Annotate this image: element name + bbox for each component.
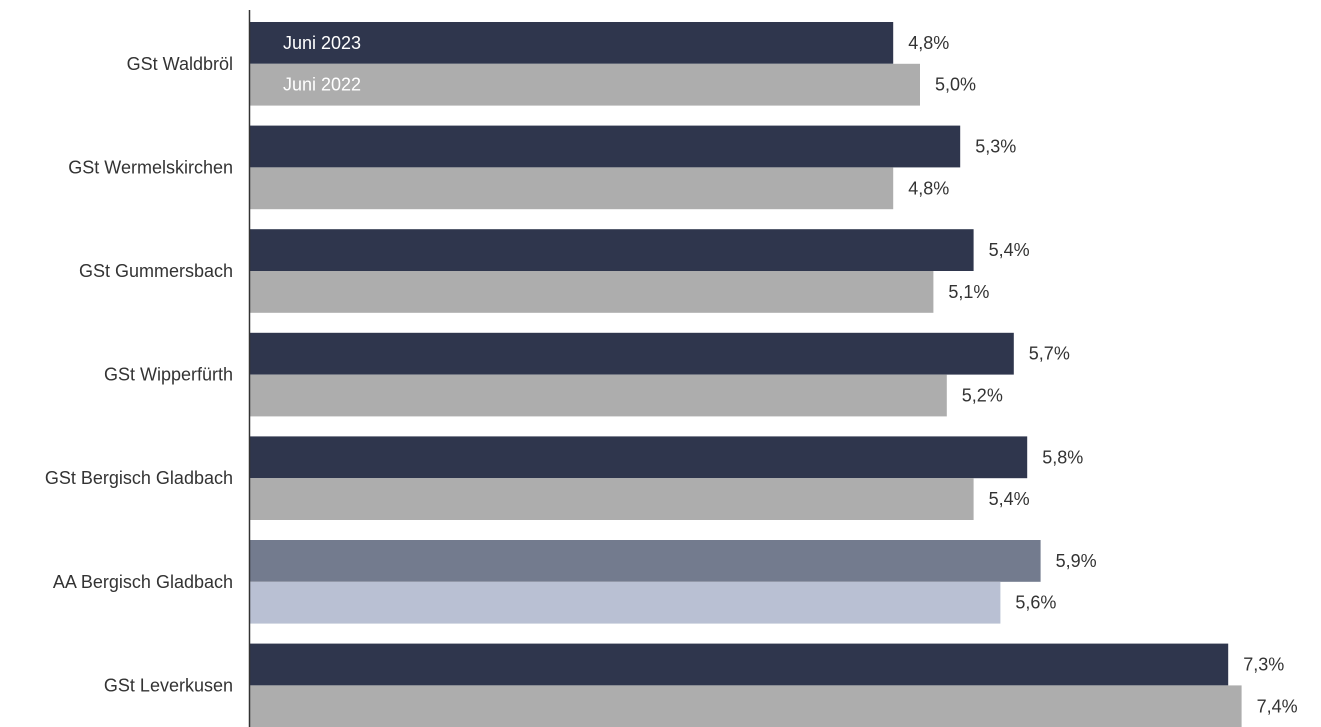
bar	[250, 540, 1041, 582]
value-label: 5,9%	[1056, 551, 1097, 571]
bar	[250, 643, 1229, 686]
value-label: 4,8%	[908, 178, 949, 198]
bar-group: GSt Leverkusen 7,3% 7,4%	[104, 643, 1298, 727]
value-label: 5,6%	[1015, 593, 1056, 613]
bar	[250, 581, 1001, 624]
bar	[250, 229, 974, 271]
bar	[250, 125, 961, 168]
category-label: GSt Waldbröl	[127, 54, 233, 74]
category-label: GSt Leverkusen	[104, 675, 233, 695]
bar	[250, 374, 947, 417]
value-label: 5,7%	[1029, 344, 1070, 364]
bar	[250, 63, 920, 106]
bar	[250, 685, 1242, 727]
bar-group: GSt Gummersbach 5,4% 5,1%	[79, 229, 1030, 313]
value-label: 5,4%	[989, 240, 1030, 260]
bar	[250, 332, 1014, 375]
category-label: GSt Gummersbach	[79, 261, 233, 281]
value-label: 4,8%	[908, 33, 949, 53]
bar-group: AA Bergisch Gladbach 5,9% 5,6%	[53, 540, 1097, 624]
value-label: 5,4%	[989, 489, 1030, 509]
category-label: AA Bergisch Gladbach	[53, 572, 233, 592]
value-label: 5,0%	[935, 75, 976, 95]
bar	[250, 271, 934, 313]
bar	[250, 436, 1028, 479]
value-label: 5,3%	[975, 137, 1016, 157]
value-label: 7,4%	[1257, 696, 1298, 716]
value-label: 5,1%	[948, 282, 989, 302]
category-label: GSt Wermelskirchen	[68, 157, 233, 177]
legend-label: Juni 2022	[283, 75, 361, 95]
bar	[250, 478, 974, 520]
category-label: GSt Bergisch Gladbach	[45, 468, 233, 488]
bar-group: GSt Wermelskirchen 5,3% 4,8%	[68, 125, 1016, 210]
category-label: GSt Wipperfürth	[104, 365, 233, 385]
value-label: 7,3%	[1243, 655, 1284, 675]
value-label: 5,2%	[962, 386, 1003, 406]
bar	[250, 167, 894, 210]
bar-group: GSt Wipperfürth 5,7% 5,2%	[104, 332, 1070, 417]
legend-label: Juni 2023	[283, 33, 361, 53]
bar	[250, 22, 894, 64]
bar-group: GSt Waldbröl 4,8% Juni 2023 5,0% Juni 2022	[127, 22, 976, 106]
value-label: 5,8%	[1042, 447, 1083, 467]
bar-group: GSt Bergisch Gladbach 5,8% 5,4%	[45, 436, 1083, 520]
